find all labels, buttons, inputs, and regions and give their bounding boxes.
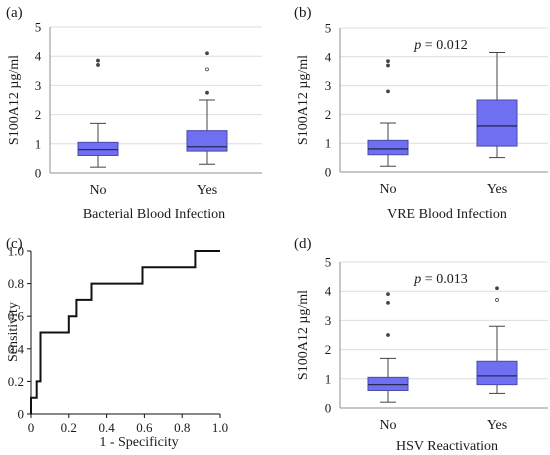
panel-a-ytick-label: 2 — [35, 107, 42, 122]
panel-d-p-value: p = 0.013 — [413, 272, 467, 287]
panel-a-xlabel: Bacterial Blood Infection — [83, 207, 225, 222]
panel-a-ytick-label: 4 — [35, 49, 42, 64]
panel-a-yes-outlier — [205, 51, 209, 56]
panel-a-yes-outlier — [205, 67, 209, 72]
panel-b-xlabel: VRE Blood Infection — [387, 207, 507, 222]
panel-label-b: (b) — [294, 5, 312, 21]
panel-c-ytick-label: 0.2 — [8, 374, 24, 389]
panel-b-ytick-label: 3 — [325, 78, 332, 93]
panel-d-no-outlier — [386, 292, 390, 297]
panel-b-ytick-label: 5 — [325, 21, 332, 36]
panel-d-ytick-label: 5 — [325, 255, 332, 270]
panel-d-hsv-box-plot: (d) S100A12 µg/ml HSV Reactivation p = 0… — [294, 236, 548, 454]
panel-a-yes-outlier — [205, 90, 209, 95]
panel-label-d: (d) — [294, 236, 312, 252]
panel-c-xtick-label: 0.8 — [174, 420, 190, 435]
panel-c-xtick-label: 0 — [28, 420, 35, 435]
panel-c-ytick-label: 0 — [18, 407, 25, 422]
panel-c-xtick-label: 0.6 — [136, 420, 153, 435]
panel-b-no-category-label: No — [379, 182, 396, 197]
panel-b-p-symbol: p — [413, 38, 421, 53]
panel-d-yes-outlier — [495, 286, 499, 291]
panel-c-xtick-label: 1.0 — [212, 420, 228, 435]
panel-d-yes-category-label: Yes — [487, 418, 507, 433]
panel-b-yes-box — [476, 99, 518, 147]
panel-a-ytick-label: 5 — [35, 20, 42, 35]
panel-c-roc-line — [30, 250, 220, 414]
panel-d-no-outlier — [386, 333, 390, 337]
panel-a-ytick-label: 3 — [35, 78, 42, 93]
panel-d-no-category-label: No — [379, 418, 396, 433]
panel-b-ytick-label: 1 — [325, 136, 332, 151]
panel-b-ytick-label: 0 — [325, 165, 332, 180]
panel-d-ytick-label: 3 — [325, 313, 332, 328]
panel-a-no-outlier — [96, 63, 100, 67]
panel-d-yes-box — [476, 360, 518, 386]
panel-a-bacterial-box-plot: (a) S100A12 µg/ml Bacterial Blood Infect… — [6, 5, 262, 222]
panel-a-no-box — [77, 141, 119, 156]
panel-a-yes-box — [186, 130, 228, 152]
panel-b-yes-category-label: Yes — [487, 182, 507, 197]
panel-d-ytick-label: 2 — [325, 342, 332, 357]
panel-c-xlabel: 1 - Specificity — [99, 435, 178, 450]
panel-label-c: (c) — [6, 236, 23, 252]
panel-d-p-number: = 0.013 — [421, 272, 467, 287]
panel-d-p-symbol: p — [413, 272, 421, 287]
panel-a-yes-category-label: Yes — [197, 183, 217, 198]
panel-a-no-category-label: No — [89, 183, 106, 198]
panel-a-ytick-label: 1 — [35, 136, 42, 151]
panel-b-p-number: = 0.012 — [421, 38, 467, 53]
panel-c-xtick-label: 0.2 — [61, 420, 77, 435]
panel-b-ytick-label: 2 — [325, 107, 332, 122]
panel-c-xtick-label: 0.4 — [98, 420, 115, 435]
panel-d-xlabel: HSV Reactivation — [396, 439, 498, 454]
panel-b-p-value: p = 0.012 — [413, 38, 467, 53]
panel-d-ytick-label: 4 — [325, 284, 332, 299]
panel-b-ylabel: S100A12 µg/ml — [296, 55, 311, 145]
panel-d-yes-outlier — [495, 298, 499, 302]
panel-c-ytick-label: 0.4 — [8, 341, 25, 356]
panel-a-ytick-label: 0 — [35, 166, 42, 181]
panel-b-no-box — [367, 139, 409, 156]
panel-b-no-outlier — [386, 89, 390, 94]
panel-c-ytick-label: 0.8 — [8, 276, 24, 291]
panel-d-no-box — [367, 376, 409, 391]
panel-d-ytick-label: 0 — [325, 401, 332, 416]
panel-c-ytick-label: 0.6 — [8, 309, 25, 324]
panel-a-no-outlier — [96, 58, 100, 63]
panel-b-vre-box-plot: (b) S100A12 µg/ml VRE Blood Infection p … — [294, 5, 548, 222]
panel-c-ytick-label: 1.0 — [8, 244, 24, 259]
panel-c-roc-curve: (c) Sensitivity 1 - Specificity 0 0.2 0.4 0… — [6, 236, 228, 450]
panel-d-ylabel: S100A12 µg/ml — [296, 290, 311, 380]
panel-c-ylabel: Sensitivity — [6, 302, 21, 362]
panel-d-ytick-label: 1 — [325, 371, 332, 386]
panel-a-ylabel: S100A12 µg/ml — [7, 55, 22, 145]
panel-d-no-outlier — [386, 300, 390, 305]
panel-label-a: (a) — [6, 5, 23, 21]
panel-b-ytick-label: 4 — [325, 49, 332, 64]
panel-b-no-outlier — [386, 59, 390, 64]
panel-b-no-outlier — [386, 63, 390, 68]
